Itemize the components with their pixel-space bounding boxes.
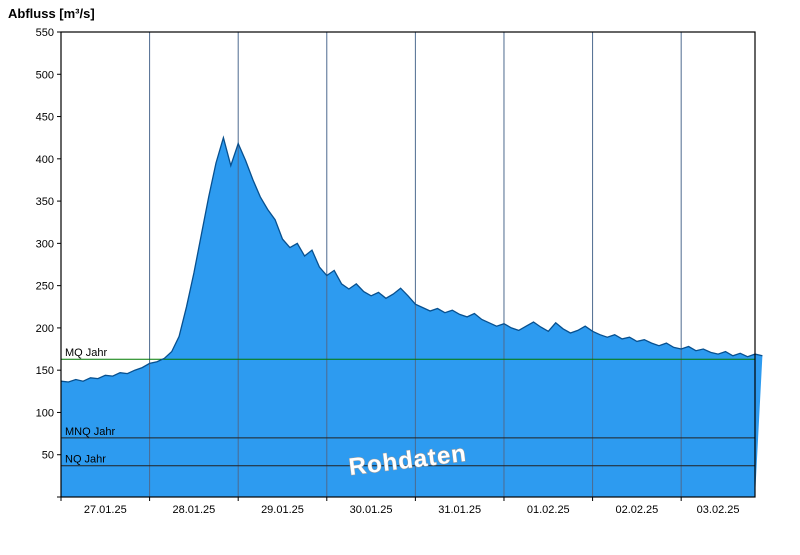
- y-axis: 50 100 150 200 250 300 350 400 450 500 550: [36, 27, 61, 498]
- ref-label-mq-jahr: MQ Jahr: [65, 347, 108, 359]
- plot-frame: [60, 31, 756, 498]
- x-axis: 27.01.25 28.01.25 29.01.25 30.01.25 31.01.25…: [60, 497, 740, 516]
- discharge-curve: [60, 135, 763, 383]
- ref-label-nq-jahr: NQ Jahr: [65, 454, 106, 466]
- y-tick-label: 350: [36, 196, 54, 208]
- x-tick-label: 03.02.25: [697, 504, 740, 516]
- x-tick-label: 27.01.25: [84, 504, 127, 516]
- y-tick-label: 450: [36, 112, 54, 124]
- x-tick-label: 31.01.25: [438, 504, 481, 516]
- x-tick-label: 02.02.25: [615, 504, 658, 516]
- y-tick-label: 550: [36, 27, 54, 39]
- discharge-area-fill: [61, 137, 763, 497]
- x-tick-label: 01.02.25: [527, 504, 570, 516]
- y-tick-label: 300: [36, 238, 54, 250]
- y-tick-label: 150: [36, 365, 54, 377]
- y-tick-label: 500: [36, 69, 54, 81]
- x-tick-label: 30.01.25: [350, 504, 393, 516]
- x-tick-label: 28.01.25: [172, 504, 215, 516]
- day-gridlines: [149, 32, 682, 497]
- y-tick-label: 400: [36, 154, 54, 166]
- y-tick-label: 250: [36, 281, 54, 293]
- ref-label-mnq-jahr: MNQ Jahr: [65, 426, 115, 438]
- y-tick-label: 50: [42, 450, 54, 462]
- x-tick-label: 29.01.25: [261, 504, 304, 516]
- y-tick-label: 100: [36, 407, 54, 419]
- chart-title: Abfluss [m³/s]: [8, 6, 95, 21]
- y-tick-label: 200: [36, 323, 54, 335]
